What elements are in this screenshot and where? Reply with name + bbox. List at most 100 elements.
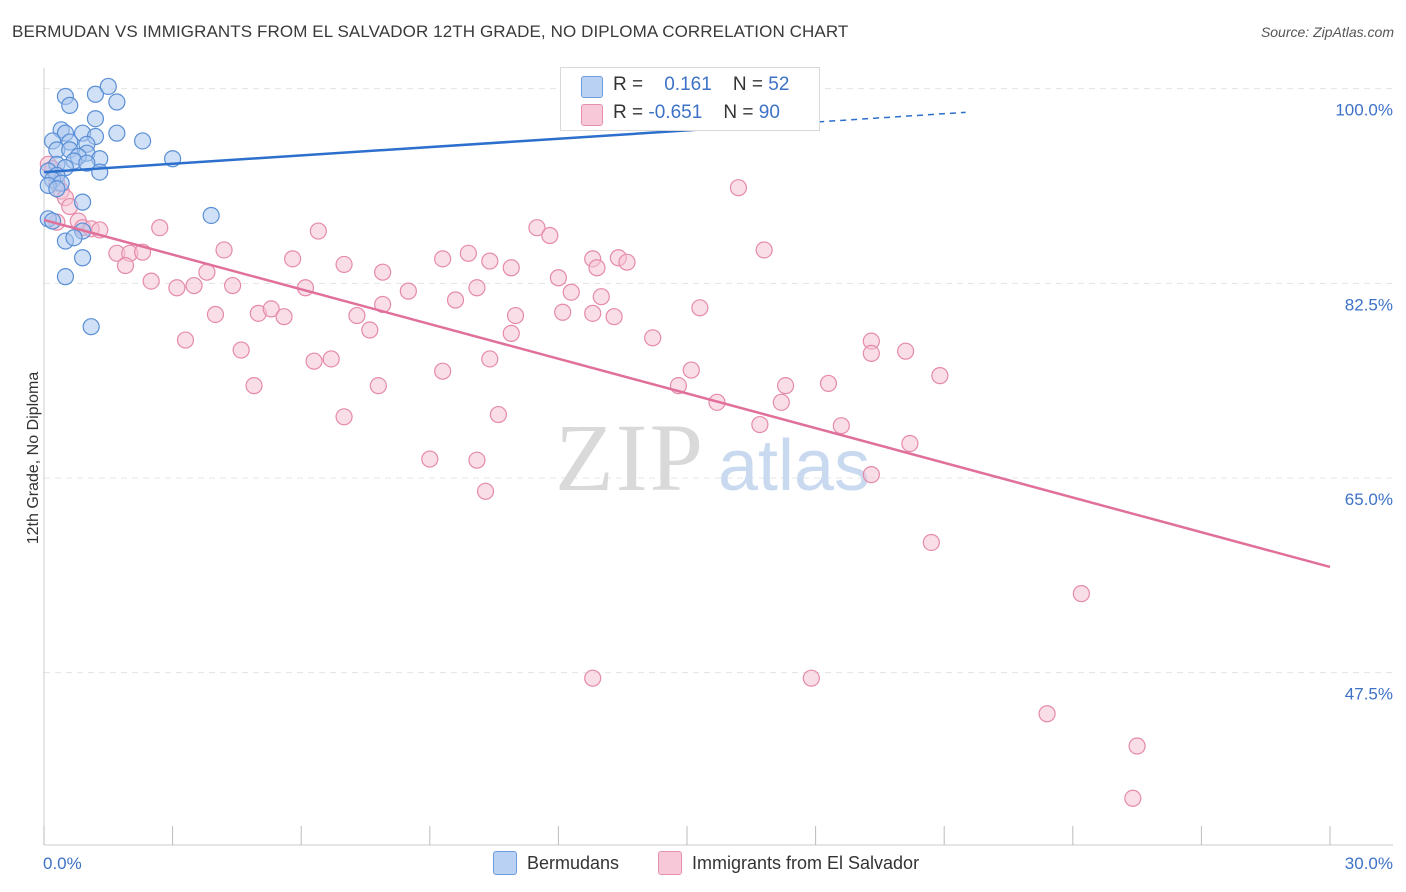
el-salvador-point <box>459 244 477 262</box>
el-salvador-point <box>776 377 795 395</box>
el-salvador-swatch <box>581 104 603 126</box>
el-salvador-point <box>528 219 546 237</box>
bermudans-stats-text: R = 0.161 N = 52 <box>613 74 789 96</box>
legend-item-bermudans: Bermudans <box>493 851 619 875</box>
el-salvador-point <box>206 305 225 324</box>
el-salvador-point <box>185 276 203 295</box>
el-salvador-point <box>335 408 353 426</box>
el-salvador-point <box>142 272 160 290</box>
el-salvador-point <box>284 250 302 268</box>
bottom-legend: Bermudans Immigrants from El Salvador <box>0 851 1406 877</box>
bermudans-point <box>108 93 126 111</box>
el-salvador-point <box>481 350 499 368</box>
bermudans-point <box>78 154 96 172</box>
y-axis-title: 12th Grade, No Diploma <box>25 372 42 545</box>
bermudans-point <box>73 249 92 267</box>
el-salvador-point <box>729 179 748 197</box>
el-salvador-point <box>374 263 392 281</box>
source-label: Source: ZipAtlas.com <box>1260 24 1394 40</box>
el-salvador-point <box>751 415 769 434</box>
el-salvador-point <box>481 252 499 270</box>
el-salvador-point <box>618 253 636 271</box>
el-salvador-point <box>468 279 486 297</box>
watermark: ZIP atlas <box>555 404 870 511</box>
legend-label-bermudans: Bermudans <box>527 852 620 873</box>
y-tick-label: 82.5% <box>1345 295 1393 314</box>
el-salvador-point <box>476 482 495 500</box>
el-salvador-point <box>819 374 838 393</box>
el-salvador-point <box>592 288 610 306</box>
bermudans-point <box>99 77 117 96</box>
el-salvador-point <box>446 291 465 309</box>
el-salvador-point <box>901 434 919 453</box>
watermark-zip: ZIP <box>555 404 705 511</box>
bermudans-point <box>86 85 105 103</box>
y-tick-labels: 47.5% 65.0% 82.5% 100.0% <box>1335 101 1393 704</box>
legend-swatch-bermudans <box>493 851 517 875</box>
el-salvador-point <box>1038 705 1056 723</box>
el-salvador-point <box>348 306 366 325</box>
n-value: 90 <box>758 102 780 123</box>
el-salvador-point <box>434 362 452 380</box>
el-salvador-point <box>502 324 520 342</box>
bermudans-point <box>133 132 152 150</box>
el-salvador-point <box>399 282 417 300</box>
el-salvador-point <box>151 219 169 237</box>
el-salvador-point <box>232 341 250 359</box>
el-salvador-point <box>605 308 623 326</box>
bermudans-trend-extension <box>708 111 966 130</box>
el-salvador-point <box>1128 737 1146 755</box>
el-salvador-point <box>322 350 340 368</box>
series-bermudans-points <box>39 77 220 336</box>
el-salvador-point <box>305 352 323 370</box>
y-tick-label: 47.5% <box>1345 685 1393 704</box>
el-salvador-point <box>369 377 387 395</box>
bermudans-point <box>82 318 100 336</box>
bermudans-trend-line <box>43 127 709 174</box>
bermudans-point <box>86 110 105 128</box>
el-salvador-point <box>434 250 452 268</box>
el-salvador-point <box>1072 585 1090 603</box>
bermudans-point <box>73 193 92 211</box>
el-salvador-point <box>245 377 263 395</box>
el-salvador-point <box>262 300 280 318</box>
bermudans-swatch <box>581 76 603 98</box>
el-salvador-point <box>584 669 602 687</box>
n-label: N = <box>723 102 754 123</box>
axes <box>43 68 1393 846</box>
el-salvador-point <box>309 222 327 240</box>
el-salvador-point <box>832 417 850 435</box>
el-salvador-point <box>922 533 940 552</box>
el-salvador-point <box>772 393 790 411</box>
el-salvador-point <box>802 669 820 687</box>
el-salvador-point <box>335 255 353 274</box>
r-label: R = <box>613 102 644 123</box>
series-el-salvador-points <box>39 155 1146 807</box>
el-salvador-point <box>862 466 880 484</box>
el-salvador-point <box>215 241 233 259</box>
el-salvador-point <box>116 256 135 275</box>
el-salvador-point <box>502 259 520 277</box>
x-tick-label-max: 30.0% <box>1345 854 1393 873</box>
el-salvador-point <box>361 321 379 339</box>
bermudans-point <box>202 206 220 225</box>
el-salvador-stats-text: R = -0.651 N = 90 <box>613 102 780 124</box>
el-salvador-point <box>931 367 949 385</box>
grid-lines <box>44 88 1393 674</box>
el-salvador-point <box>541 226 559 245</box>
bermudans-point <box>48 180 66 198</box>
el-salvador-point <box>176 331 195 349</box>
legend-item-el-salvador: Immigrants from El Salvador <box>658 851 919 875</box>
bermudans-point <box>56 268 75 286</box>
bermudans-point <box>61 96 79 114</box>
n-value: 52 <box>768 74 790 95</box>
r-value: -0.651 <box>648 102 703 123</box>
el-salvador-point <box>421 450 439 468</box>
el-salvador-point <box>275 308 293 326</box>
el-salvador-point <box>168 279 186 297</box>
legend-swatch-el-salvador <box>658 851 682 875</box>
y-tick-label: 65.0% <box>1345 490 1393 509</box>
x-tick-label-min: 0.0% <box>43 854 82 873</box>
el-salvador-point <box>755 241 773 259</box>
